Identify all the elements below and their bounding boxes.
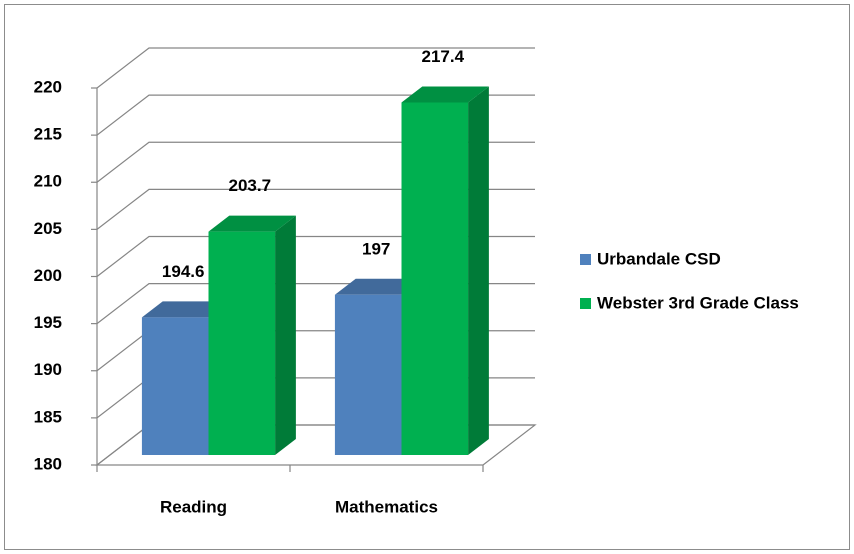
legend-swatch [580, 254, 591, 265]
x-tick-label: Mathematics [335, 497, 438, 516]
legend-label: Webster 3rd Grade Class [597, 293, 799, 312]
data-label: 197 [362, 239, 390, 258]
data-label: 194.6 [162, 262, 205, 281]
bar-front [141, 317, 209, 455]
y-tick-label: 195 [34, 313, 62, 332]
bar-top [141, 301, 230, 318]
y-tick-label: 215 [34, 125, 62, 144]
legend-label: Urbandale CSD [597, 249, 721, 268]
y-tick-label: 205 [34, 219, 62, 238]
y-tick-label: 180 [34, 454, 62, 473]
legend-swatch [580, 298, 591, 309]
bar [401, 86, 489, 455]
x-tick-label: Reading [160, 497, 227, 516]
bar-side [468, 86, 489, 455]
y-tick-label: 210 [34, 172, 62, 191]
bar-front [401, 102, 469, 455]
bar-top [401, 86, 489, 103]
bar-front [208, 231, 276, 455]
grid-line [96, 47, 535, 89]
y-tick-label: 190 [34, 360, 62, 379]
y-tick-label: 200 [34, 266, 62, 285]
y-tick-label: 185 [34, 407, 62, 426]
y-tick-label: 220 [34, 77, 62, 96]
data-label: 217.4 [422, 47, 465, 66]
bar [208, 215, 296, 455]
bar-side [275, 215, 296, 455]
bar-front [334, 294, 402, 455]
data-label: 203.7 [229, 176, 272, 195]
bar-top [334, 278, 423, 295]
grid-line [96, 94, 535, 136]
bar-top [208, 215, 296, 232]
